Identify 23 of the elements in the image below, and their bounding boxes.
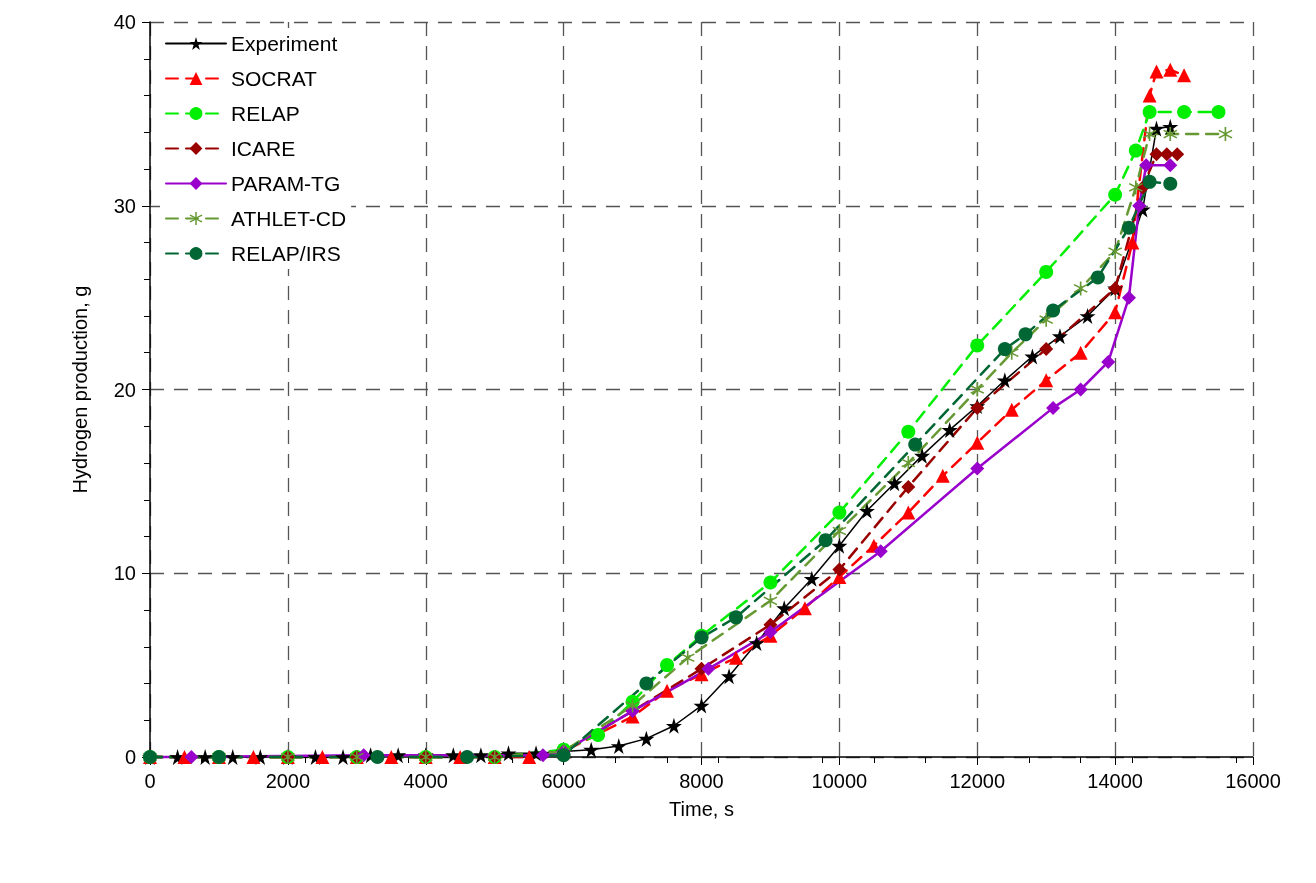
y-tick-label: 30 (113, 194, 136, 217)
legend-label: RELAP/IRS (231, 242, 341, 265)
legend-label: Experiment (231, 32, 338, 55)
y-axis-title: Hydrogen production, g (69, 285, 91, 494)
x-tick-label: 0 (144, 770, 156, 792)
y-tick-label: 0 (124, 746, 136, 768)
x-tick-label: 2000 (265, 770, 311, 792)
legend-label: ATHLET-CD (231, 207, 347, 230)
x-tick-label: 12000 (949, 770, 1006, 792)
y-tick-label: 20 (113, 378, 136, 401)
y-tick-label: 10 (113, 562, 136, 585)
x-tick-label: 4000 (403, 770, 448, 792)
x-axis-title: Time, s (669, 798, 734, 820)
x-tick-label: 16000 (1225, 770, 1281, 792)
legend-label: RELAP (231, 102, 300, 125)
x-tick-label: 14000 (1087, 770, 1143, 792)
x-tick-label: 10000 (811, 770, 868, 792)
legend-label: ICARE (231, 137, 296, 160)
x-tick-label: 6000 (541, 770, 586, 792)
legend-label: PARAM-TG (231, 172, 341, 195)
legend-label: SOCRAT (231, 67, 318, 90)
y-tick-label: 40 (113, 11, 136, 33)
x-tick-label: 8000 (679, 770, 724, 792)
